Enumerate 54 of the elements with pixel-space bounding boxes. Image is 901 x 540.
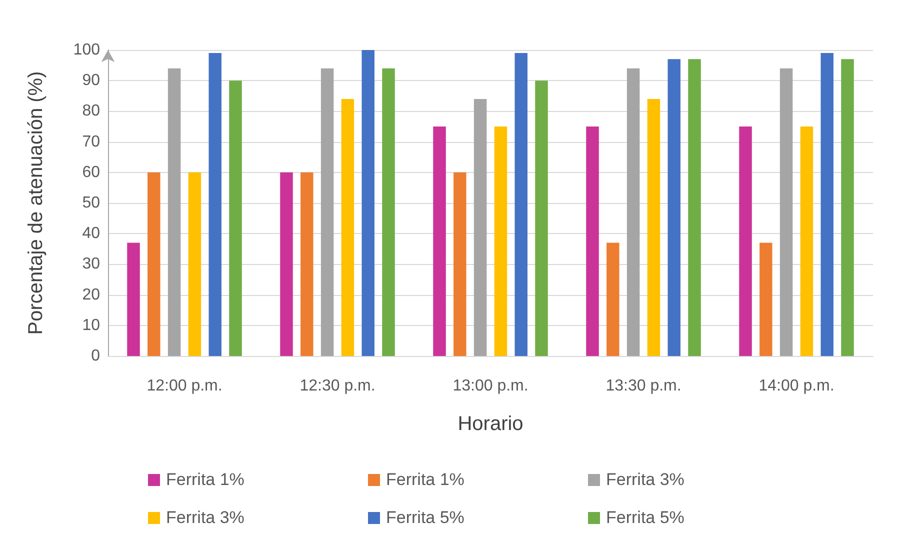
bar (300, 172, 314, 356)
bar (382, 68, 395, 356)
y-tick-label: 60 (82, 164, 100, 181)
bar (168, 68, 181, 356)
bar (780, 68, 793, 356)
bar (606, 242, 620, 356)
legend-label: Ferrita 1% (166, 470, 244, 490)
bar (148, 172, 160, 356)
bar (668, 59, 680, 356)
bar (362, 50, 374, 356)
bar (320, 68, 334, 356)
bar (626, 68, 640, 356)
bar (188, 172, 202, 356)
legend-label: Ferrita 5% (606, 508, 684, 528)
y-tick-label: 80 (82, 102, 100, 120)
x-tick-label: 12:30 p.m. (300, 378, 376, 394)
bar (800, 126, 814, 356)
bar (514, 53, 528, 356)
y-tick-label: 70 (82, 133, 100, 150)
y-tick-label: 40 (82, 225, 100, 242)
bar (229, 80, 242, 356)
x-tick-label: 12:00 p.m. (146, 378, 222, 394)
y-tick-label: 50 (82, 194, 100, 212)
bar (841, 59, 854, 356)
bar (688, 59, 701, 356)
bar (433, 126, 446, 356)
y-tick-label: 0 (91, 348, 100, 364)
y-tick-label: 100 (73, 42, 100, 58)
bar (760, 242, 772, 356)
bar (341, 98, 354, 356)
y-tick-label: 20 (82, 286, 100, 304)
y-tick-label: 90 (82, 72, 100, 90)
bar (647, 98, 660, 356)
legend-label: Ferrita 1% (386, 470, 464, 490)
x-axis-title: Horario (458, 413, 524, 435)
y-axis-title: Porcentaje de atenuación (%) (25, 71, 47, 335)
x-tick-label: 13:00 p.m. (452, 378, 528, 394)
bar (127, 242, 140, 356)
y-tick-label: 10 (82, 316, 100, 334)
bar (494, 126, 508, 356)
bar (739, 126, 752, 356)
x-tick-label: 14:00 p.m. (758, 378, 834, 394)
x-tick-label: 13:30 p.m. (606, 378, 682, 394)
bar (454, 172, 466, 356)
bar (280, 172, 293, 356)
bar (535, 80, 548, 356)
bar (474, 98, 487, 356)
bar (820, 53, 834, 356)
bar (208, 53, 222, 356)
legend-label: Ferrita 3% (606, 470, 684, 490)
bar (586, 126, 599, 356)
legend-label: Ferrita 5% (386, 508, 464, 528)
legend-label: Ferrita 3% (166, 508, 244, 528)
y-tick-label: 30 (82, 256, 100, 273)
